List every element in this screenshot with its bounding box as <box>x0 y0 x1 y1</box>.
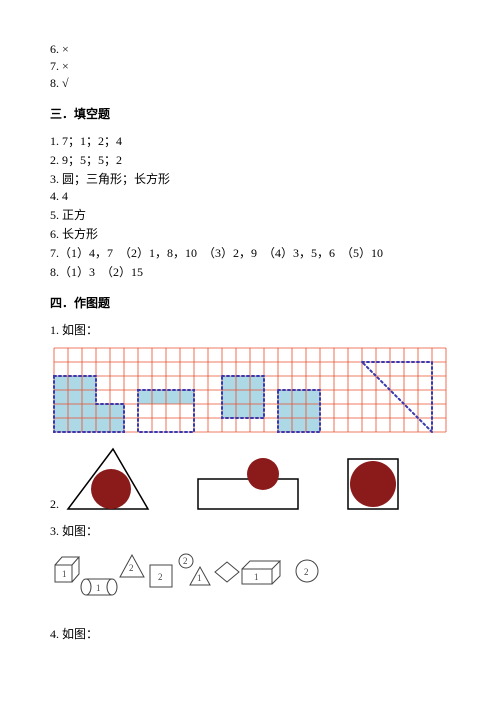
triangle-circle-icon <box>63 444 153 514</box>
section3-list: 1. 7；1；2；4 2. 9；5；5；2 3. 圆；三角形；长方形 4. 4 … <box>50 132 450 280</box>
s3-item: 3. 圆；三角形；长方形 <box>50 170 450 187</box>
s3-item: 1. 7；1；2；4 <box>50 132 450 149</box>
svg-text:2: 2 <box>183 556 188 566</box>
rect-circle-icon <box>193 454 303 514</box>
s3-item: 6. 长方形 <box>50 225 450 242</box>
svg-text:2: 2 <box>129 563 134 573</box>
shapes-row-icon: 1 1 2 2 2 1 1 2 <box>50 547 350 607</box>
figure3: 1 1 2 2 2 1 1 2 <box>50 547 450 607</box>
s3-item: 2. 9；5；5；2 <box>50 151 450 168</box>
pre-list: 6. × 7. × 8. √ <box>50 42 450 91</box>
pre-item: 8. √ <box>50 76 450 91</box>
svg-text:2: 2 <box>158 572 163 582</box>
grid-diagram <box>50 346 450 436</box>
figure2: 2. <box>50 444 450 514</box>
s3-item: 8.（1）3 （2）15 <box>50 263 450 280</box>
s3-item: 4. 4 <box>50 189 450 204</box>
svg-text:1: 1 <box>254 572 259 582</box>
q3-label: 3. 如图： <box>50 522 450 539</box>
pre-item: 6. × <box>50 42 450 57</box>
pre-item: 7. × <box>50 59 450 74</box>
s3-item: 7.（1）4，7 （2）1，8，10 （3）2，9 （4）3，5，6 （5）10 <box>50 244 450 261</box>
figure1 <box>50 346 450 436</box>
q1-label: 1. 如图： <box>50 321 450 338</box>
svg-text:2: 2 <box>304 567 309 577</box>
section3-title: 三．填空题 <box>50 105 450 122</box>
q2-label: 2. <box>50 497 59 512</box>
svg-text:1: 1 <box>62 569 67 579</box>
s3-item: 5. 正方 <box>50 206 450 223</box>
square-circle-icon <box>343 454 403 514</box>
section4-title: 四．作图题 <box>50 294 450 311</box>
svg-text:1: 1 <box>96 583 101 593</box>
svg-text:1: 1 <box>197 573 202 583</box>
q4-label: 4. 如图： <box>50 625 450 642</box>
